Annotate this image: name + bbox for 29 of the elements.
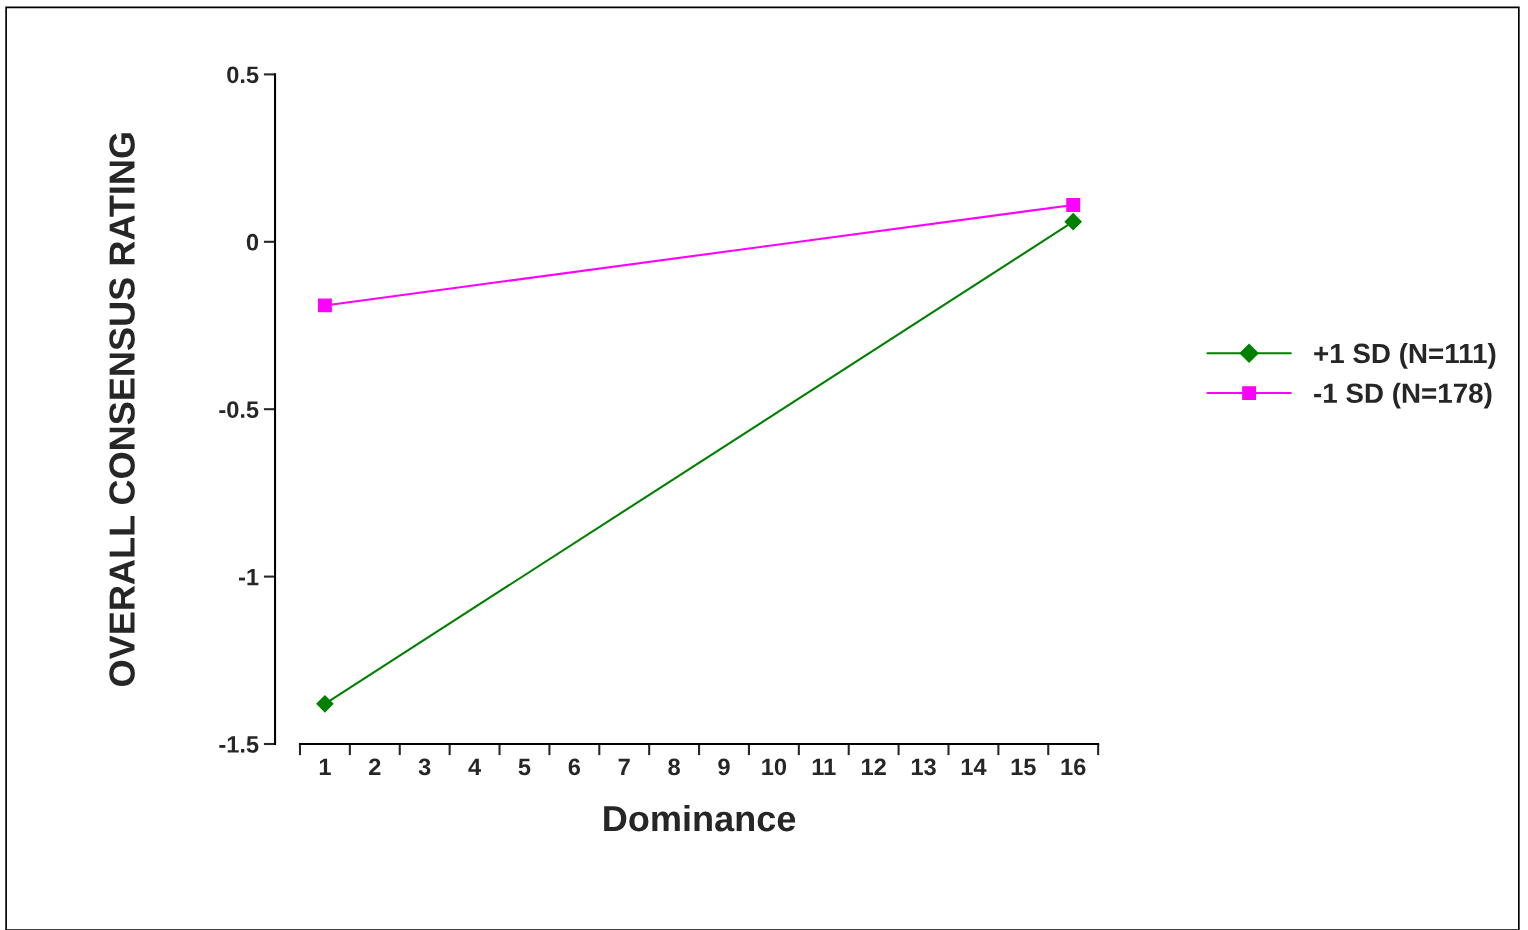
y-tick-label: -1	[239, 568, 259, 586]
x-tick-label: 5	[518, 758, 531, 776]
point	[1064, 213, 1082, 231]
y-tick-label: -1.5	[219, 736, 259, 753]
x-tick-label: 7	[618, 758, 630, 775]
x-tick-label: 1	[319, 758, 331, 775]
x-tick-label: 4	[468, 758, 482, 775]
x-tick-label: 12	[862, 758, 886, 775]
y-tick-label: 0	[246, 233, 259, 251]
legend-label: +1 SD (N=111)	[1314, 342, 1496, 369]
y-axis-title: OVERALL CONSENSUS RATING	[109, 133, 135, 686]
y-tick-label: 0.5	[227, 66, 259, 84]
x-tick-label: 11	[812, 758, 836, 775]
y-tick-label: -0.5	[219, 401, 259, 418]
point	[317, 298, 332, 313]
x-tick-label: 6	[568, 758, 581, 776]
legend-label: -1 SD (N=178)	[1314, 382, 1492, 409]
point	[316, 695, 334, 713]
x-tick-label: 13	[911, 758, 936, 776]
x-axis-title: Dominance	[604, 804, 796, 832]
x-tick-label: 3	[418, 758, 431, 776]
x-tick-label: 16	[1061, 758, 1086, 776]
x-tick-label: 10	[762, 758, 787, 776]
x-tick-label: 15	[1011, 758, 1036, 776]
point	[1066, 198, 1081, 212]
x-tick-label: 2	[369, 758, 381, 775]
x-tick-label: 9	[718, 758, 730, 776]
x-tick-label: 8	[668, 758, 680, 776]
x-tick-label: 14	[961, 758, 987, 775]
